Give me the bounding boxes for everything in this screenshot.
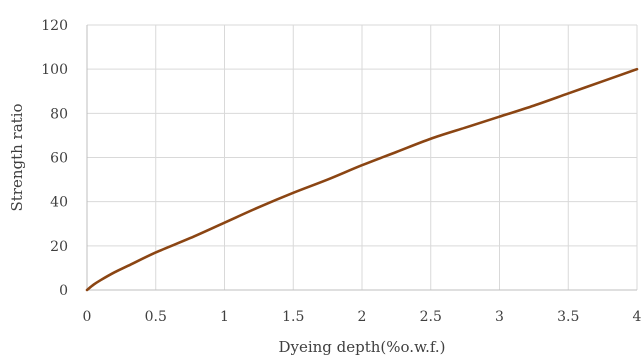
y-axis-title: Strength ratio <box>8 103 26 211</box>
x-tick-label: 0 <box>83 309 92 325</box>
y-tick-label: 20 <box>50 239 68 255</box>
y-tick-label: 120 <box>41 18 68 34</box>
y-tick-label: 60 <box>50 151 68 167</box>
x-tick-label: 0.5 <box>145 309 167 325</box>
x-tick-label: 3.5 <box>557 309 579 325</box>
x-axis-title: Dyeing depth(%o.w.f.) <box>278 338 445 356</box>
x-tick-label: 1 <box>220 309 229 325</box>
x-tick-label: 2.5 <box>420 309 442 325</box>
series-layer <box>85 67 639 292</box>
y-tick-label: 40 <box>50 195 68 211</box>
x-tick-label: 2 <box>358 309 367 325</box>
x-tick-label: 4 <box>633 309 642 325</box>
x-tick-label: 3 <box>495 309 504 325</box>
x-tick-label: 1.5 <box>282 309 304 325</box>
y-tick-label: 0 <box>59 283 68 299</box>
y-tick-label: 100 <box>41 62 68 78</box>
tick-labels: 0 20 40 60 80 100 120 0 0.5 1 1.5 2 2.5 3 3.5 4 <box>41 18 641 325</box>
gridlines <box>87 24 638 290</box>
series-line <box>85 67 639 292</box>
y-tick-label: 80 <box>50 106 68 122</box>
axes <box>86 25 637 291</box>
